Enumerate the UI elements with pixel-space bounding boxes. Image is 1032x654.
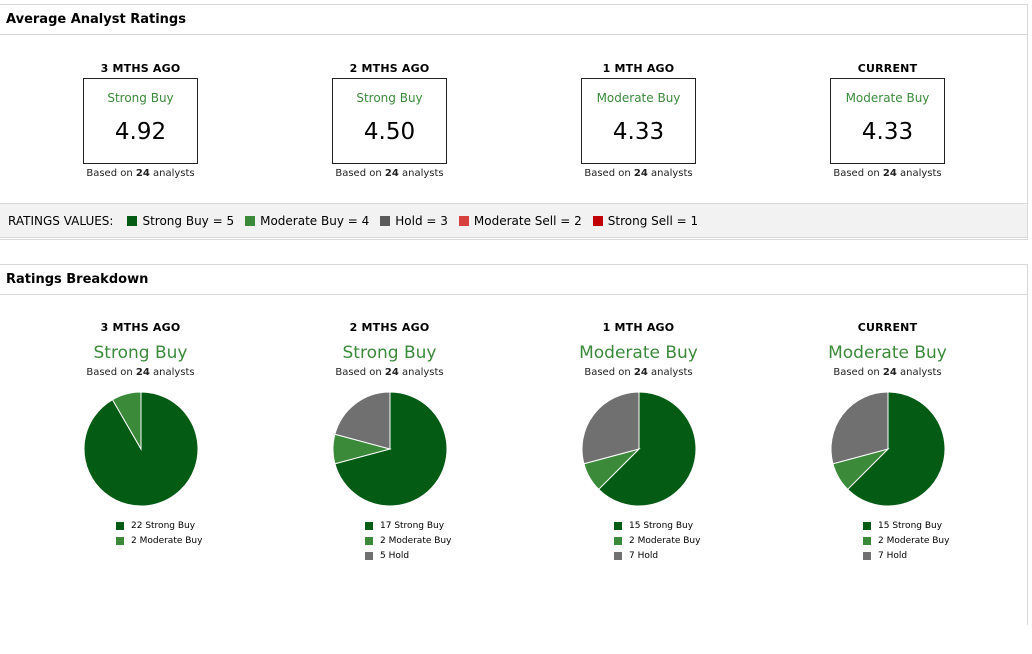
ratings-value-item: Moderate Sell = 2: [458, 214, 582, 228]
legend-swatch: [614, 521, 622, 530]
ratings-values-title: RATINGS VALUES:: [8, 213, 114, 228]
legend-swatch: [614, 551, 622, 560]
average-ratings-row: 3 MTHS AGO Strong Buy 4.92 Based on 24 a…: [16, 62, 1032, 179]
legend-swatch: [365, 536, 373, 545]
rating-value: 4.33: [612, 119, 665, 145]
rating-label: Strong Buy: [356, 91, 423, 105]
legend-swatch: [116, 521, 124, 530]
average-column: CURRENT Moderate Buy 4.33 Based on 24 an…: [763, 62, 1012, 179]
pie-slice-hold: [830, 391, 888, 465]
period-label: 2 MTHS AGO: [349, 321, 430, 334]
rating-label: Moderate Buy: [579, 343, 698, 363]
pie-slice-hold: [581, 391, 639, 465]
legend-item: 22 Strong Buy: [116, 518, 202, 533]
average-column: 2 MTHS AGO Strong Buy 4.50 Based on 24 a…: [265, 62, 514, 179]
legend-item: 2 Moderate Buy: [614, 533, 700, 548]
rating-label: Strong Buy: [107, 91, 174, 105]
rating-value: 4.50: [363, 119, 416, 145]
legend-swatch: [863, 551, 871, 560]
ratings-values-bar: RATINGS VALUES: Strong Buy = 5 Moderate …: [0, 203, 1027, 238]
breakdown-column: CURRENT Moderate Buy Based on 24 analyst…: [763, 321, 1012, 563]
ratings-value-item: Moderate Buy = 4: [245, 214, 369, 228]
pie-chart: [581, 391, 696, 507]
rating-label: Strong Buy: [93, 343, 188, 363]
rating-box: Moderate Buy 4.33: [830, 78, 945, 164]
rating-label: Moderate Buy: [845, 91, 930, 105]
average-column: 3 MTHS AGO Strong Buy 4.92 Based on 24 a…: [16, 62, 265, 179]
breakdown-row: 3 MTHS AGO Strong Buy Based on 24 analys…: [16, 321, 1032, 563]
breakdown-column: 2 MTHS AGO Strong Buy Based on 24 analys…: [265, 321, 514, 563]
average-column: 1 MTH AGO Moderate Buy 4.33 Based on 24 …: [514, 62, 763, 179]
breakdown-column: 3 MTHS AGO Strong Buy Based on 24 analys…: [16, 321, 265, 563]
pie-slice-strong-buy: [597, 391, 696, 507]
legend-swatch: [365, 551, 373, 560]
legend-swatch: [365, 521, 373, 530]
ratings-value-item: Strong Buy = 5: [127, 214, 234, 228]
rating-value: 4.33: [861, 119, 914, 145]
based-on-text: Based on 24 analysts: [86, 367, 195, 378]
rating-value: 4.92: [114, 119, 167, 145]
period-label: 3 MTHS AGO: [100, 321, 181, 334]
based-on-text: Based on 24 analysts: [335, 367, 444, 378]
pie-legend: 15 Strong Buy 2 Moderate Buy 7 Hold: [614, 518, 700, 563]
based-on-text: Based on 24 analysts: [584, 168, 693, 179]
color-swatch: [380, 215, 391, 226]
color-swatch: [245, 215, 256, 226]
period-label: CURRENT: [857, 62, 918, 75]
based-on-text: Based on 24 analysts: [833, 168, 942, 179]
legend-swatch: [614, 536, 622, 545]
legend-item: 7 Hold: [614, 548, 700, 563]
rating-box: Strong Buy 4.50: [332, 78, 447, 164]
based-on-text: Based on 24 analysts: [833, 367, 942, 378]
period-label: 1 MTH AGO: [602, 62, 675, 75]
legend-item: 17 Strong Buy: [365, 518, 451, 533]
legend-item: 15 Strong Buy: [614, 518, 700, 533]
color-swatch: [127, 215, 138, 226]
pie-slice-moderate-buy: [111, 391, 141, 451]
legend-swatch: [863, 521, 871, 530]
period-label: 2 MTHS AGO: [349, 62, 430, 75]
based-on-text: Based on 24 analysts: [584, 367, 693, 378]
legend-swatch: [116, 536, 124, 545]
average-ratings-panel: Average Analyst Ratings: [0, 4, 1028, 240]
pie-legend: 17 Strong Buy 2 Moderate Buy 5 Hold: [365, 518, 451, 563]
breakdown-column: 1 MTH AGO Moderate Buy Based on 24 analy…: [514, 321, 763, 563]
pie-chart: [83, 391, 198, 507]
rating-label: Moderate Buy: [596, 91, 681, 105]
ratings-value-item: Strong Sell = 1: [592, 214, 698, 228]
pie-slice-hold: [333, 391, 390, 450]
based-on-text: Based on 24 analysts: [335, 168, 444, 179]
pie-legend: 15 Strong Buy 2 Moderate Buy 7 Hold: [863, 518, 949, 563]
legend-item: 15 Strong Buy: [863, 518, 949, 533]
period-label: 3 MTHS AGO: [100, 62, 181, 75]
color-swatch: [458, 215, 469, 226]
rating-box: Moderate Buy 4.33: [581, 78, 696, 164]
legend-item: 2 Moderate Buy: [116, 533, 202, 548]
rating-box: Strong Buy 4.92: [83, 78, 198, 164]
based-on-text: Based on 24 analysts: [86, 168, 195, 179]
legend-item: 5 Hold: [365, 548, 451, 563]
pie-slice-strong-buy: [846, 391, 945, 507]
rating-label: Moderate Buy: [828, 343, 947, 363]
pie-legend: 22 Strong Buy 2 Moderate Buy: [116, 518, 202, 548]
pie-chart: [830, 391, 945, 507]
rating-label: Strong Buy: [342, 343, 437, 363]
legend-item: 2 Moderate Buy: [365, 533, 451, 548]
panel-title: Average Analyst Ratings: [0, 5, 1027, 35]
period-label: 1 MTH AGO: [602, 321, 675, 334]
panel-title: Ratings Breakdown: [0, 265, 1027, 295]
legend-item: 2 Moderate Buy: [863, 533, 949, 548]
ratings-breakdown-panel: Ratings Breakdown: [0, 264, 1028, 625]
pie-chart: [332, 391, 447, 507]
color-swatch: [592, 215, 603, 226]
legend-swatch: [863, 536, 871, 545]
period-label: CURRENT: [857, 321, 918, 334]
legend-item: 7 Hold: [863, 548, 949, 563]
ratings-value-item: Hold = 3: [380, 214, 448, 228]
